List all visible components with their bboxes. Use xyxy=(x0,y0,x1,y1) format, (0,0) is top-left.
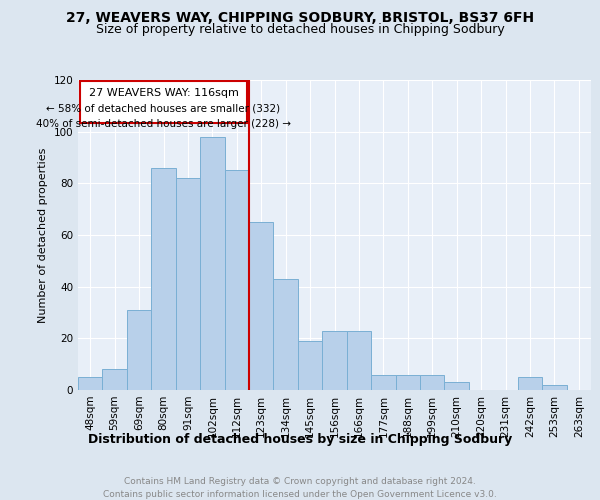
Text: Contains HM Land Registry data © Crown copyright and database right 2024.
Contai: Contains HM Land Registry data © Crown c… xyxy=(103,478,497,499)
Y-axis label: Number of detached properties: Number of detached properties xyxy=(38,148,48,322)
Bar xyxy=(151,168,176,390)
Bar xyxy=(371,374,395,390)
Bar xyxy=(322,330,347,390)
Bar xyxy=(200,137,224,390)
Bar xyxy=(542,385,566,390)
Bar xyxy=(445,382,469,390)
Bar xyxy=(176,178,200,390)
Bar xyxy=(103,370,127,390)
Bar xyxy=(249,222,274,390)
Bar xyxy=(78,377,103,390)
Bar xyxy=(274,279,298,390)
Bar xyxy=(298,341,322,390)
Text: 27, WEAVERS WAY, CHIPPING SODBURY, BRISTOL, BS37 6FH: 27, WEAVERS WAY, CHIPPING SODBURY, BRIST… xyxy=(66,11,534,25)
Text: ← 58% of detached houses are smaller (332): ← 58% of detached houses are smaller (33… xyxy=(46,104,281,114)
FancyBboxPatch shape xyxy=(80,82,247,122)
Bar xyxy=(395,374,420,390)
Text: Size of property relative to detached houses in Chipping Sodbury: Size of property relative to detached ho… xyxy=(95,24,505,36)
Bar xyxy=(127,310,151,390)
Bar xyxy=(224,170,249,390)
Text: 40% of semi-detached houses are larger (228) →: 40% of semi-detached houses are larger (… xyxy=(36,118,291,128)
Text: Distribution of detached houses by size in Chipping Sodbury: Distribution of detached houses by size … xyxy=(88,432,512,446)
Text: 27 WEAVERS WAY: 116sqm: 27 WEAVERS WAY: 116sqm xyxy=(89,88,238,98)
Bar xyxy=(420,374,445,390)
Bar xyxy=(518,377,542,390)
Bar xyxy=(347,330,371,390)
